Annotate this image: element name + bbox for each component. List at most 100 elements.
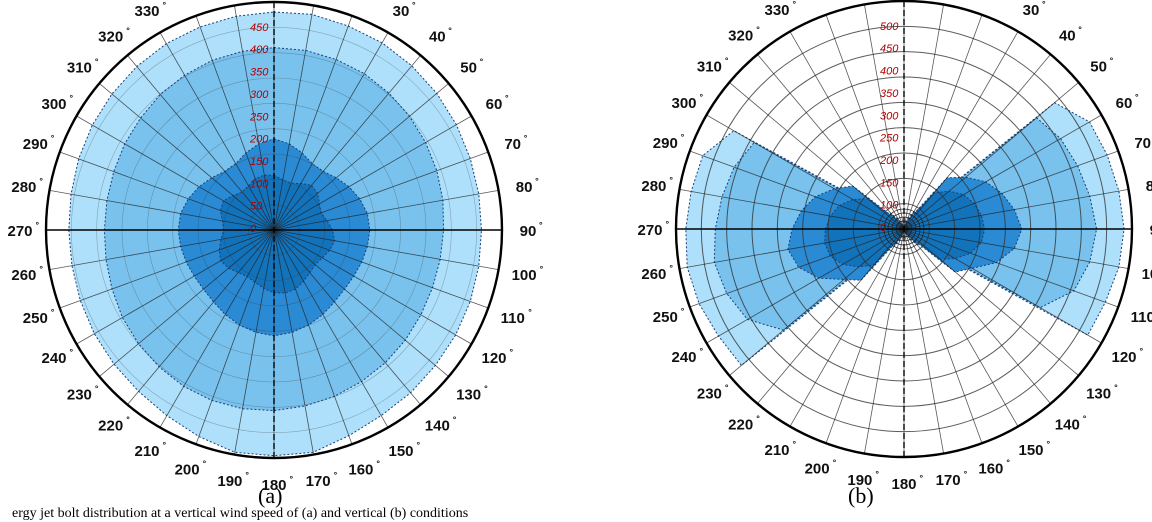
degree-mark: ° [920, 473, 924, 483]
angle-tick-label: 50 [1090, 59, 1107, 76]
radial-tick-label: 250 [249, 111, 269, 123]
degree-mark: ° [666, 219, 670, 229]
degree-mark: ° [70, 347, 74, 357]
radial-tick-label: 200 [879, 155, 899, 167]
angle-tick-label: 310 [697, 59, 722, 76]
degree-mark: ° [334, 470, 338, 480]
degree-mark: ° [669, 175, 673, 185]
angle-tick-label: 170 [306, 473, 331, 490]
degree-mark: ° [1006, 458, 1010, 468]
radial-tick-label: 150 [250, 156, 269, 168]
degree-mark: ° [70, 93, 74, 103]
degree-mark: ° [163, 0, 167, 10]
degree-mark: ° [203, 459, 207, 469]
angle-tick-label: 150 [1018, 442, 1043, 459]
angle-tick-label: 140 [425, 418, 450, 435]
angle-tick-label: 120 [481, 350, 506, 367]
radial-tick-label: 300 [250, 89, 269, 101]
radial-tick-label: 350 [880, 88, 899, 100]
degree-mark: ° [964, 469, 968, 479]
degree-mark: ° [39, 176, 43, 186]
angle-tick-label: 160 [978, 461, 1003, 478]
degree-mark: ° [126, 25, 130, 35]
angle-tick-label: 300 [41, 96, 66, 113]
angle-tick-label: 250 [23, 310, 48, 327]
radial-tick-label: 400 [250, 44, 269, 56]
angle-tick-label: 100 [512, 267, 537, 284]
angle-tick-label: 220 [98, 418, 123, 435]
radial-tick-label: 300 [880, 110, 899, 122]
angle-tick-label: 340 [175, 0, 200, 1]
degree-mark: ° [833, 458, 837, 468]
degree-mark: ° [528, 307, 532, 317]
angle-tick-label: 320 [98, 28, 123, 45]
degree-mark: ° [126, 415, 130, 425]
radial-tick-label: 50 [250, 201, 263, 213]
angle-tick-label: 60 [1116, 95, 1133, 112]
angle-tick-label: 260 [11, 267, 36, 284]
angle-tick-label: 70 [504, 136, 521, 153]
degree-mark: ° [51, 133, 55, 143]
angle-tick-label: 140 [1055, 417, 1080, 434]
degree-mark: ° [1135, 92, 1139, 102]
angle-tick-label: 260 [641, 266, 666, 283]
angle-tick-label: 180 [891, 476, 916, 493]
figure-caption: ergy jet bolt distribution at a vertical… [12, 506, 468, 522]
degree-mark: ° [681, 132, 685, 142]
degree-mark: ° [756, 24, 760, 34]
degree-mark: ° [163, 440, 167, 450]
degree-mark: ° [453, 415, 457, 425]
degree-mark: ° [412, 0, 416, 10]
degree-mark: ° [417, 440, 421, 450]
polar-chart-a: 0°10°20°30°40°50°60°70°80°90°100°110°120… [7, 0, 543, 494]
degree-mark: ° [700, 346, 704, 356]
angle-tick-label: 330 [134, 3, 159, 20]
angle-tick-label: 20 [353, 0, 370, 1]
degree-mark: ° [95, 383, 99, 393]
degree-mark: ° [535, 176, 539, 186]
radial-tick-label: 100 [880, 200, 899, 212]
degree-mark: ° [1140, 346, 1144, 356]
degree-mark: ° [793, 0, 797, 9]
radial-tick-label: 450 [880, 43, 899, 55]
degree-mark: ° [1110, 56, 1114, 66]
degree-mark: ° [1114, 382, 1118, 392]
radial-tick-label: 250 [879, 133, 899, 145]
angle-tick-label: 320 [728, 27, 753, 44]
radial-tick-label: 150 [880, 177, 899, 189]
degree-mark: ° [725, 56, 729, 66]
angle-tick-label: 110 [1131, 309, 1152, 326]
degree-mark: ° [51, 307, 55, 317]
degree-mark: ° [681, 306, 685, 316]
angle-tick-label: 270 [7, 223, 32, 240]
degree-mark: ° [505, 93, 509, 103]
angle-tick-label: 280 [11, 179, 36, 196]
angle-tick-label: 40 [429, 28, 446, 45]
angle-tick-label: 30 [1023, 2, 1040, 19]
angle-tick-label: 330 [764, 2, 789, 19]
angle-tick-label: 100 [1142, 266, 1152, 283]
angle-tick-label: 170 [936, 472, 961, 489]
degree-mark: ° [245, 470, 249, 480]
angle-tick-label: 210 [764, 442, 789, 459]
angle-tick-label: 130 [456, 386, 481, 403]
degree-mark: ° [376, 459, 380, 469]
radial-tick-label: 100 [250, 178, 269, 190]
angle-tick-label: 300 [671, 95, 696, 112]
angle-tick-label: 200 [805, 461, 830, 478]
panel-caption-b: (b) [848, 483, 874, 509]
angle-tick-label: 150 [388, 443, 413, 460]
angle-tick-label: 80 [1146, 178, 1152, 195]
radial-tick-label: 400 [880, 66, 899, 78]
angle-tick-label: 80 [516, 179, 533, 196]
angle-tick-label: 230 [697, 385, 722, 402]
degree-mark: ° [484, 383, 488, 393]
degree-mark: ° [448, 25, 452, 35]
radial-tick-label: 0 [880, 222, 887, 234]
degree-mark: ° [540, 264, 544, 274]
degree-mark: ° [1083, 414, 1087, 424]
radial-tick-label: 0 [250, 223, 257, 235]
angle-tick-label: 50 [460, 60, 477, 77]
radial-tick-label: 350 [250, 67, 269, 79]
